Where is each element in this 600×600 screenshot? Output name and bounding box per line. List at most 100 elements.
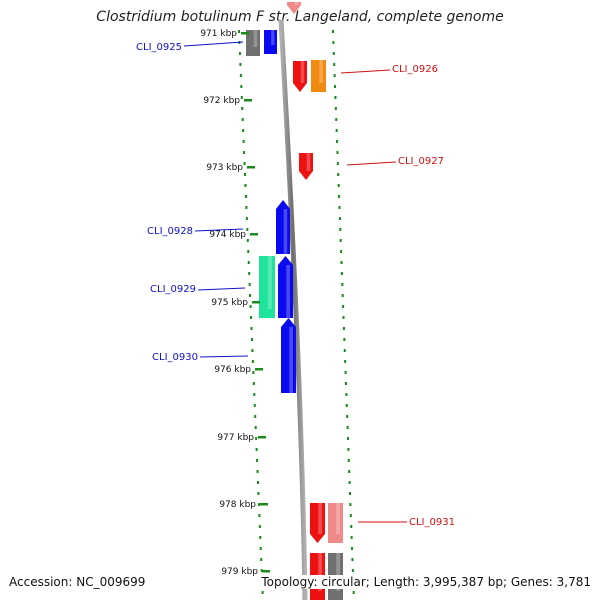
track-dot: [253, 404, 256, 407]
track-dot: [248, 272, 251, 275]
track-dot: [247, 261, 250, 264]
tick-label: 972 kbp: [203, 96, 240, 106]
track-dot: [349, 492, 352, 495]
track-dot: [241, 118, 244, 121]
track-dot: [238, 30, 240, 33]
tick-mark: [241, 32, 249, 35]
gene-leader-line: [340, 69, 391, 74]
track-dot: [349, 514, 352, 517]
track-dot: [332, 30, 334, 33]
gene-CLI_0927[interactable]: [299, 153, 313, 180]
track-dot: [351, 558, 354, 561]
track-dot: [338, 217, 341, 220]
tick-mark: [255, 368, 263, 371]
track-dot: [347, 448, 350, 451]
tick-label: 973 kbp: [206, 163, 243, 173]
gene-CLI_0931[interactable]: [328, 503, 343, 543]
gene-highlight: [306, 153, 311, 171]
track-dot: [256, 459, 259, 462]
track-dot: [333, 63, 336, 66]
track-dot: [341, 294, 344, 297]
gene-label[interactable]: CLI_0927: [398, 156, 444, 167]
track-dot: [341, 283, 344, 286]
track-dot: [248, 283, 251, 286]
track-dot: [346, 437, 349, 440]
track-dot: [244, 184, 247, 187]
gene-leader-line: [346, 161, 397, 166]
track-dot: [246, 239, 249, 242]
track-dot: [346, 426, 349, 429]
gene-highlight: [318, 503, 322, 534]
topology-text: Topology: circular; Length: 3,995,387 bp…: [259, 575, 591, 589]
gene-label[interactable]: CLI_0928: [147, 226, 193, 237]
track-dot: [342, 305, 345, 308]
gene-CLI_0926[interactable]: [311, 60, 326, 92]
gene-blue-0929b[interactable]: [278, 256, 293, 318]
tick-label: 978 kbp: [219, 500, 256, 510]
track-dot: [244, 195, 247, 198]
track-dot: [249, 305, 252, 308]
gene-highlight: [300, 61, 305, 83]
track-dot: [344, 371, 347, 374]
tick-mark: [262, 570, 270, 573]
track-dot: [250, 338, 253, 341]
track-dot: [243, 162, 246, 165]
gene-red-0926a[interactable]: [293, 61, 307, 92]
track-dot: [335, 118, 338, 121]
track-dot: [351, 547, 354, 550]
tick-label: 979 kbp: [221, 567, 258, 577]
track-dot: [249, 294, 252, 297]
track-dot: [254, 415, 257, 418]
gene-label[interactable]: CLI_0925: [136, 42, 182, 53]
gene-red-0931a[interactable]: [310, 503, 325, 543]
gene-highlight: [283, 209, 288, 254]
track-dot: [344, 382, 347, 385]
track-dot: [351, 569, 354, 572]
gene-leader-line: [194, 228, 244, 232]
gene-leader-line: [183, 41, 244, 47]
track-dot: [335, 129, 338, 132]
track-dot: [258, 525, 261, 528]
track-dot: [256, 481, 259, 484]
track-dot: [348, 470, 351, 473]
gene-label[interactable]: CLI_0931: [409, 517, 455, 528]
gene-gray-0925[interactable]: [246, 30, 260, 56]
track-dot: [252, 382, 255, 385]
track-dot: [340, 261, 343, 264]
track-dot: [338, 195, 341, 198]
track-dot: [339, 228, 342, 231]
tick-label: 977 kbp: [217, 433, 254, 443]
gene-label[interactable]: CLI_0926: [392, 64, 438, 75]
track-dot: [333, 74, 336, 77]
track-dot: [342, 327, 345, 330]
track-dot: [340, 250, 343, 253]
track-dot: [343, 349, 346, 352]
track-dot: [242, 129, 245, 132]
track-dot: [259, 547, 262, 550]
gene-CLI_0929[interactable]: [259, 256, 275, 318]
track-dot: [332, 41, 335, 44]
track-dot: [350, 525, 353, 528]
track-dot: [338, 206, 341, 209]
track-dot: [336, 140, 339, 143]
track-dot: [346, 415, 349, 418]
track-dot: [337, 173, 340, 176]
gene-leader-line: [197, 287, 246, 291]
track-dot: [257, 503, 260, 506]
map-title: Clostridium botulinum F str. Langeland, …: [96, 9, 504, 25]
gene-CLI_0928[interactable]: [276, 200, 290, 254]
track-dot: [261, 591, 264, 594]
gene-CLI_0930[interactable]: [281, 318, 296, 393]
gene-CLI_0925[interactable]: [264, 30, 277, 54]
track-dot: [339, 239, 342, 242]
gene-label[interactable]: CLI_0929: [150, 284, 196, 295]
tick-label: 975 kbp: [211, 298, 248, 308]
track-dot: [258, 514, 261, 517]
track-dot: [252, 371, 255, 374]
gene-highlight: [271, 30, 275, 45]
track-dot: [245, 217, 248, 220]
gene-pink-top[interactable]: [287, 2, 301, 14]
gene-label[interactable]: CLI_0930: [152, 352, 198, 363]
